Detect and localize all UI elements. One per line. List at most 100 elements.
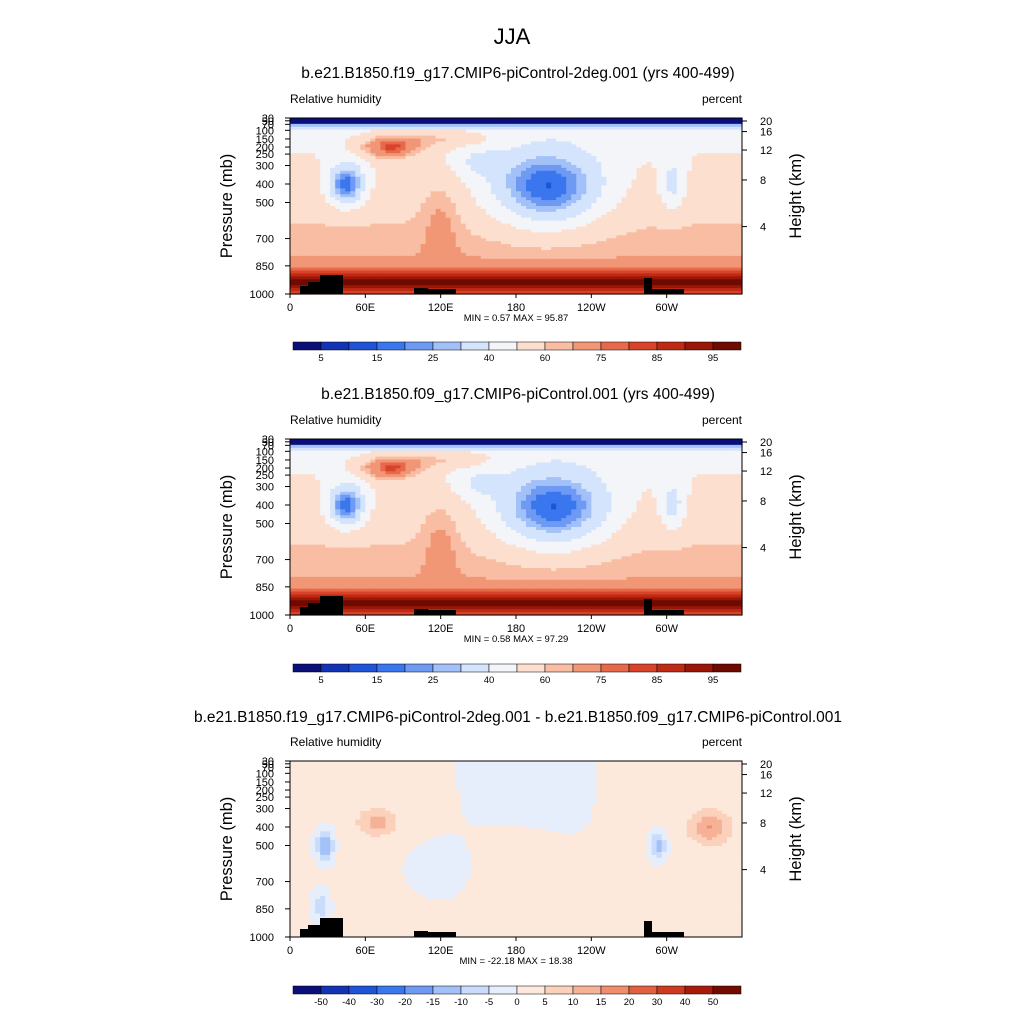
field-cell — [551, 200, 557, 204]
field-cell — [571, 220, 577, 225]
field-cell — [410, 153, 417, 157]
field-cell — [410, 141, 417, 145]
field-cell — [556, 156, 562, 160]
field-cell — [440, 132, 447, 137]
field-cell — [521, 153, 527, 157]
field-cell — [721, 147, 728, 151]
field-cell — [686, 138, 693, 143]
field-cell — [616, 200, 623, 204]
field-cell — [405, 211, 412, 216]
field-cell — [531, 132, 537, 137]
field-cell — [395, 138, 402, 143]
field-cell — [716, 120, 723, 125]
field-cell — [450, 176, 457, 181]
field-cell — [696, 188, 703, 192]
field-cell — [475, 132, 482, 137]
field-cell — [626, 138, 633, 143]
field-cell — [536, 197, 542, 201]
field-cell — [586, 176, 592, 181]
field-cell — [696, 176, 703, 181]
field-cell — [691, 162, 698, 166]
field-cell — [711, 135, 718, 140]
field-cell — [556, 211, 562, 216]
field-cell — [320, 126, 326, 131]
field-cell — [290, 118, 296, 122]
field-cell — [736, 197, 743, 201]
field-cell — [681, 120, 688, 125]
field-cell — [350, 167, 356, 172]
field-cell — [736, 170, 743, 175]
field-cell — [531, 138, 537, 143]
field-cell — [696, 164, 703, 169]
field-cell — [701, 206, 708, 210]
field-cell — [516, 135, 522, 140]
field-cell — [295, 159, 301, 163]
field-cell — [410, 223, 417, 228]
field-cell — [415, 176, 422, 181]
field-cell — [390, 120, 397, 125]
field-cell — [470, 138, 477, 143]
field-cell — [505, 179, 512, 184]
field-cell — [541, 220, 547, 225]
field-cell — [686, 156, 693, 160]
field-cell — [726, 214, 733, 219]
field-cell — [355, 188, 361, 192]
field-cell — [460, 167, 467, 172]
field-cell — [581, 176, 587, 181]
field-cell — [591, 176, 597, 181]
field-cell — [365, 135, 371, 140]
field-cell — [405, 194, 412, 198]
field-cell — [480, 208, 487, 213]
field-cell — [340, 173, 346, 178]
field-cell — [440, 194, 447, 198]
field-cell — [631, 153, 638, 157]
field-cell — [676, 206, 683, 210]
field-cell — [310, 120, 316, 125]
field-cell — [385, 188, 392, 192]
field-cell — [616, 170, 623, 175]
field-cell — [621, 156, 628, 160]
field-cell — [611, 164, 618, 169]
field-cell — [621, 203, 628, 207]
field-cell — [646, 123, 653, 128]
field-cell — [646, 159, 653, 163]
field-cell — [430, 118, 437, 122]
field-cell — [706, 182, 713, 187]
field-cell — [445, 167, 452, 172]
field-cell — [681, 185, 688, 189]
field-cell — [470, 217, 477, 222]
field-cell — [420, 120, 427, 125]
field-cell — [350, 182, 356, 187]
field-cell — [651, 208, 658, 213]
field-cell — [505, 164, 512, 169]
field-cell — [636, 188, 643, 192]
field-cell — [691, 147, 698, 151]
field-cell — [676, 153, 683, 157]
field-cell — [495, 185, 502, 189]
field-cell — [290, 167, 296, 172]
field-cell — [450, 214, 457, 219]
field-cell — [556, 141, 562, 145]
field-cell — [485, 214, 492, 219]
field-cell — [711, 132, 718, 137]
field-cell — [290, 182, 296, 187]
field-cell — [325, 185, 331, 189]
field-cell — [445, 144, 452, 148]
field-cell — [641, 129, 648, 134]
field-cell — [696, 162, 703, 166]
field-cell — [355, 132, 361, 137]
field-cell — [335, 173, 341, 178]
field-cell — [505, 129, 512, 134]
field-cell — [335, 132, 341, 137]
field-cell — [385, 150, 392, 154]
field-cell — [696, 179, 703, 184]
field-cell — [571, 197, 577, 201]
field-cell — [551, 123, 557, 128]
field-cell — [671, 203, 678, 207]
field-cell — [385, 200, 392, 204]
field-cell — [320, 156, 326, 160]
field-cell — [360, 129, 366, 134]
field-cell — [556, 206, 562, 210]
field-cell — [505, 182, 512, 187]
field-cell — [430, 135, 437, 140]
